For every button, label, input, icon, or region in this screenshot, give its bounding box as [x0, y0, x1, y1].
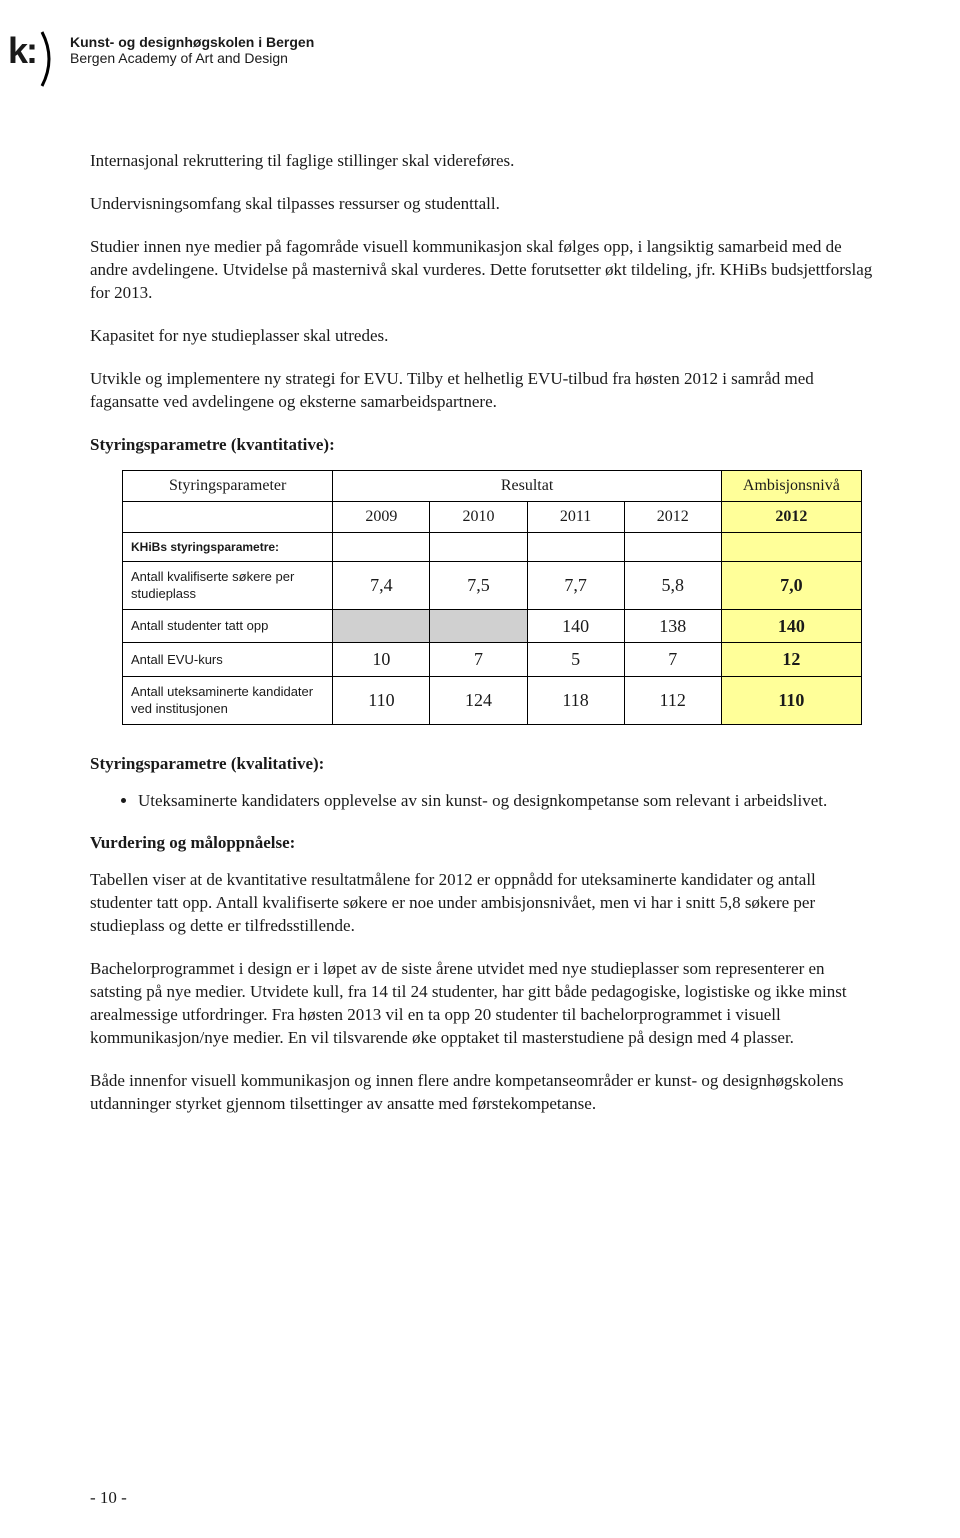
- year-cell: 2012: [624, 502, 721, 533]
- year-cell: 2010: [430, 502, 527, 533]
- logo-text: Kunst- og designhøgskolen i Bergen Berge…: [70, 34, 314, 66]
- data-cell: 140: [527, 609, 624, 642]
- row-label: Antall uteksaminerte kandidater ved inst…: [123, 676, 333, 724]
- data-cell: [430, 609, 527, 642]
- data-cell: 124: [430, 676, 527, 724]
- subhead-label: KHiBs styringsparametre:: [123, 532, 333, 561]
- logo-arc-icon: [40, 30, 60, 88]
- table-row: Antall kvalifiserte søkere per studiepla…: [123, 561, 862, 609]
- data-cell: 7: [624, 643, 721, 676]
- data-cell: 7,5: [430, 561, 527, 609]
- table-row: Antall studenter tatt opp 140138140: [123, 609, 862, 642]
- subhead-blank: [430, 532, 527, 561]
- data-cell: 112: [624, 676, 721, 724]
- col-head-ambition: Ambisjonsnivå: [721, 471, 861, 502]
- logo-line2: Bergen Academy of Art and Design: [70, 50, 314, 66]
- qualitative-list: Uteksaminerte kandidaters opplevelse av …: [138, 790, 880, 813]
- subhead-blank: [527, 532, 624, 561]
- row-label: Antall studenter tatt opp: [123, 609, 333, 642]
- year-cell: 2009: [333, 502, 430, 533]
- row-label: Antall EVU-kurs: [123, 643, 333, 676]
- heading-quantitative: Styringsparametre (kvantitative):: [90, 434, 880, 457]
- data-cell: 118: [527, 676, 624, 724]
- logo-line1: Kunst- og designhøgskolen i Bergen: [70, 34, 314, 50]
- table-year-row: 2009 2010 2011 2012 2012: [123, 502, 862, 533]
- col-head-parameter: Styringsparameter: [123, 471, 333, 502]
- data-cell: 110: [333, 676, 430, 724]
- heading-vurdering: Vurdering og måloppnåelse:: [90, 832, 880, 855]
- ambition-cell: 140: [721, 609, 861, 642]
- paragraph: Bachelorprogrammet i design er i løpet a…: [90, 958, 880, 1050]
- paragraph: Internasjonal rekruttering til faglige s…: [90, 150, 880, 173]
- data-cell: [333, 609, 430, 642]
- page-content: Internasjonal rekruttering til faglige s…: [90, 150, 880, 1136]
- ambition-cell: 110: [721, 676, 861, 724]
- data-cell: 138: [624, 609, 721, 642]
- year-row-blank: [123, 502, 333, 533]
- page-number: - 10 -: [90, 1488, 127, 1508]
- ambition-cell: 12: [721, 643, 861, 676]
- ambition-cell: 7,0: [721, 561, 861, 609]
- paragraph: Kapasitet for nye studieplasser skal utr…: [90, 325, 880, 348]
- table-row: Antall EVU-kurs1075712: [123, 643, 862, 676]
- list-item: Uteksaminerte kandidaters opplevelse av …: [138, 790, 880, 813]
- data-cell: 7,4: [333, 561, 430, 609]
- data-cell: 5,8: [624, 561, 721, 609]
- paragraph: Tabellen viser at de kvantitative result…: [90, 869, 880, 938]
- subhead-blank-amb: [721, 532, 861, 561]
- table-row: Antall uteksaminerte kandidater ved inst…: [123, 676, 862, 724]
- data-cell: 10: [333, 643, 430, 676]
- paragraph: Studier innen nye medier på fagområde vi…: [90, 236, 880, 305]
- heading-qualitative: Styringsparametre (kvalitative):: [90, 753, 880, 776]
- data-cell: 7,7: [527, 561, 624, 609]
- parameters-table: Styringsparameter Resultat Ambisjonsnivå…: [122, 470, 880, 724]
- table-header-row: Styringsparameter Resultat Ambisjonsnivå: [123, 471, 862, 502]
- col-head-resultat: Resultat: [333, 471, 721, 502]
- logo: k: Kunst- og designhøgskolen i Bergen Be…: [8, 30, 314, 88]
- paragraph: Utvikle og implementere ny strategi for …: [90, 368, 880, 414]
- paragraph: Undervisningsomfang skal tilpasses ressu…: [90, 193, 880, 216]
- table-subhead-row: KHiBs styringsparametre:: [123, 532, 862, 561]
- subhead-blank: [624, 532, 721, 561]
- logo-k-text: k:: [8, 30, 36, 72]
- subhead-blank: [333, 532, 430, 561]
- data-cell: 5: [527, 643, 624, 676]
- row-label: Antall kvalifiserte søkere per studiepla…: [123, 561, 333, 609]
- year-cell-ambition: 2012: [721, 502, 861, 533]
- paragraph: Både innenfor visuell kommunikasjon og i…: [90, 1070, 880, 1116]
- data-cell: 7: [430, 643, 527, 676]
- year-cell: 2011: [527, 502, 624, 533]
